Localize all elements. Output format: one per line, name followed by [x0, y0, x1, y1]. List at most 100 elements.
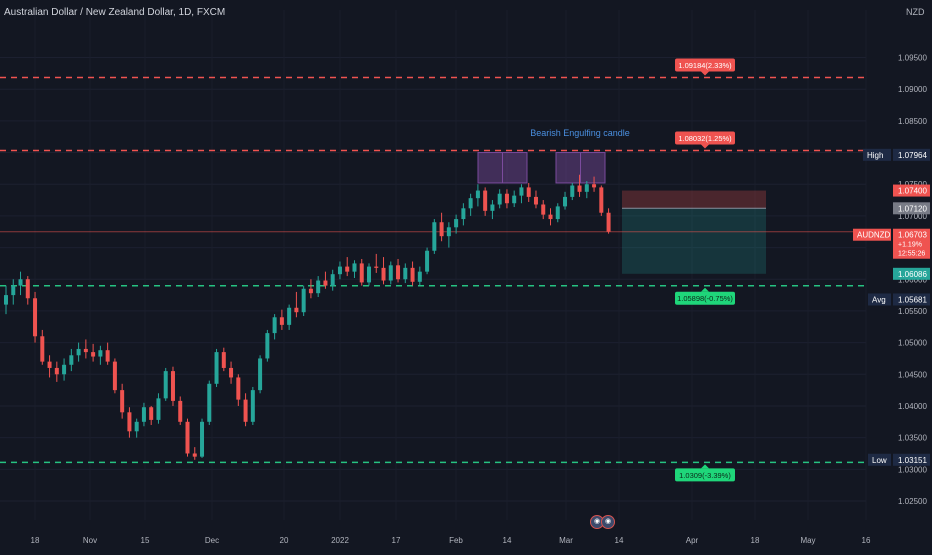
- price-tag: [893, 202, 930, 215]
- candle-body: [156, 398, 161, 420]
- price-tag: [893, 228, 930, 259]
- price-tag-value: 1.07964: [898, 151, 927, 160]
- price-tag-name: High: [867, 151, 883, 160]
- candle-body: [207, 383, 212, 422]
- candle-body: [243, 399, 248, 422]
- price-tag-name: Low: [872, 456, 887, 465]
- candle-body: [374, 266, 379, 268]
- candle-body: [258, 358, 263, 391]
- target-line-arrow: [701, 144, 709, 149]
- price-tag: [893, 267, 930, 280]
- x-tick-label: May: [800, 536, 815, 545]
- target-line-arrow: [701, 71, 709, 76]
- price-tag: [893, 184, 930, 197]
- candle-body: [11, 285, 16, 296]
- candle-body: [18, 279, 23, 286]
- price-tag: [893, 293, 930, 306]
- target-line-arrow: [701, 287, 709, 292]
- price-tag-value: 1.06703: [898, 231, 927, 240]
- price-tag-extra: 12:55:26: [898, 251, 925, 258]
- y-tick-label: 1.04500: [898, 370, 927, 379]
- target-line-arrow: [701, 464, 709, 469]
- y-tick-label: 1.07000: [898, 212, 927, 221]
- candle-body: [76, 348, 81, 356]
- y-tick-label: 1.08500: [898, 117, 927, 126]
- candle-body: [606, 212, 611, 232]
- candle-body: [352, 263, 357, 272]
- candle-body: [533, 196, 538, 205]
- candle-body: [214, 352, 219, 384]
- candle-body: [33, 298, 38, 337]
- candle-body: [62, 364, 67, 375]
- candle-body: [504, 193, 509, 204]
- candle-body: [475, 190, 480, 199]
- target-line-label-bg: [675, 291, 735, 305]
- candle-body: [279, 317, 284, 325]
- price-tag-extra: +1.19%: [898, 242, 922, 249]
- target-line-label: 1.08032(1.25%): [678, 134, 732, 143]
- candle-body: [359, 263, 364, 283]
- candle-body: [185, 421, 190, 454]
- candle-body: [69, 355, 74, 365]
- candle-body: [432, 222, 437, 251]
- price-tag-name-bg: [868, 293, 891, 306]
- candle-body: [308, 288, 313, 294]
- candle-body: [192, 453, 197, 457]
- x-tick-label: Mar: [559, 536, 573, 545]
- candle-body: [272, 317, 277, 334]
- candle-body: [337, 266, 342, 275]
- candle-body: [577, 185, 582, 192]
- candle-body: [446, 227, 451, 237]
- candle-body: [105, 350, 110, 362]
- candle-body: [381, 267, 386, 281]
- x-tick-label: Feb: [449, 536, 463, 545]
- candle-body: [265, 333, 270, 359]
- candle-body: [570, 185, 575, 197]
- candle-body: [170, 371, 175, 401]
- candle-body: [461, 208, 466, 220]
- candle-body: [236, 377, 241, 400]
- candle-body: [468, 198, 473, 209]
- candle-body: [497, 193, 502, 205]
- candle-body: [47, 361, 52, 368]
- candle-body: [584, 184, 589, 192]
- candle-body: [54, 367, 59, 375]
- candle-body: [323, 280, 328, 286]
- y-tick-label: 1.03000: [898, 465, 927, 474]
- stop-zone[interactable]: [622, 190, 766, 209]
- candle-body: [112, 361, 117, 391]
- candle-body: [599, 187, 604, 213]
- y-tick-label: 1.09500: [898, 54, 927, 63]
- price-tag: [893, 148, 930, 161]
- target-line-label: 1.09184(2.33%): [678, 61, 732, 70]
- target-line-label-bg: [675, 131, 735, 145]
- candle-body: [555, 206, 560, 220]
- candle-body: [25, 279, 30, 299]
- candle-body: [287, 307, 292, 325]
- y-tick-label: 1.09000: [898, 85, 927, 94]
- event-flag-icon[interactable]: ◉: [590, 515, 604, 529]
- candle-body: [83, 348, 88, 353]
- candle-body: [134, 421, 139, 432]
- event-flag-icon[interactable]: ◉: [601, 515, 615, 529]
- candle-body: [483, 190, 488, 211]
- candle-body: [454, 219, 459, 228]
- candle-body: [221, 352, 226, 368]
- price-tag-name-bg: [868, 453, 891, 466]
- chart-title: Australian Dollar / New Zealand Dollar, …: [4, 7, 226, 18]
- candle-body: [548, 214, 553, 220]
- candle-body: [403, 267, 408, 280]
- price-tag-value: 1.05681: [898, 295, 927, 304]
- candle-body: [98, 350, 103, 357]
- price-tag-value: 1.07120: [898, 204, 927, 213]
- candle-body: [141, 407, 146, 422]
- candle-body: [120, 390, 125, 413]
- candle-body: [127, 412, 132, 432]
- target-line-label-bg: [675, 58, 735, 72]
- profit-zone[interactable]: [622, 208, 766, 274]
- x-tick-label: 18: [31, 536, 40, 545]
- candle-body: [512, 195, 517, 204]
- candle-body: [149, 407, 154, 420]
